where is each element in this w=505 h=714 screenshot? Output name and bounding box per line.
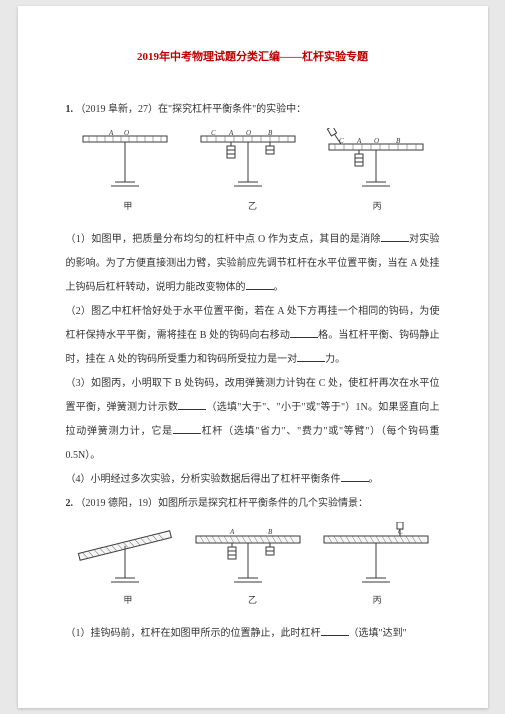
blank [178,401,206,410]
cap-jia2: 甲 [123,590,132,612]
cap-bing: 丙 [373,196,382,218]
fig2-bing: C [316,522,436,588]
q1-source: （2019 阜新，27）在"探究杠杆平衡条件"的实验中： [76,104,307,115]
fig1-yi: C A O B [193,128,303,194]
svg-text:O: O [124,129,129,137]
figure2-row: A B [66,522,440,588]
q1-p2: （2）图乙中杠杆恰好处于水平位置平衡，若在 A 处下方再挂一个相同的钩码，为使杠… [66,300,440,372]
svg-text:A: A [108,129,114,137]
blank [173,425,201,434]
fig1-jia: A O [75,128,175,194]
svg-text:B: B [396,137,401,145]
blank [321,627,349,636]
doc-title: 2019年中考物理试题分类汇编——杠杆实验专题 [66,44,440,70]
cap-yi: 乙 [248,196,257,218]
cap-jia: 甲 [123,196,132,218]
svg-text:B: B [268,129,273,137]
figure2-captions: 甲 乙 丙 [66,590,440,612]
svg-text:A: A [229,528,235,536]
svg-text:O: O [374,137,379,145]
svg-text:C: C [398,528,403,536]
q2-source: （2019 德阳，19）如图所示是探究杠杆平衡条件的几个实验情景： [76,498,369,509]
blank [297,353,325,362]
q1-p1: （1）如图甲，把质量分布均匀的杠杆中点 O 作为支点，其目的是消除对实验的影响。… [66,228,440,300]
blank [341,473,369,482]
q1-number: 1. [66,104,74,115]
q2-p1: （1）挂钩码前，杠杆在如图甲所示的位置静止，此时杠杆（选填"达到" [66,622,440,646]
fig2-jia [70,522,180,588]
fig2-yi: A B [188,522,308,588]
fig1-bing: C A O B [321,128,431,194]
blank [246,281,274,290]
q1-head: 1. （2019 阜新，27）在"探究杠杆平衡条件"的实验中： [66,98,440,122]
blank [290,329,318,338]
q2-head: 2. （2019 德阳，19）如图所示是探究杠杆平衡条件的几个实验情景： [66,492,440,516]
q1-p4: （4）小明经过多次实验，分析实验数据后得出了杠杆平衡条件。 [66,468,440,492]
svg-text:C: C [211,129,216,137]
svg-text:C: C [339,137,344,145]
cap-yi2: 乙 [248,590,257,612]
svg-text:O: O [246,129,251,137]
svg-text:A: A [356,137,362,145]
q2-number: 2. [66,498,74,509]
figure1-row: A O [66,128,440,194]
svg-text:B: B [268,528,273,536]
svg-text:A: A [228,129,234,137]
page: 2019年中考物理试题分类汇编——杠杆实验专题 1. （2019 阜新，27）在… [18,6,488,708]
blank [381,233,409,242]
q1-p3: （3）如图丙，小明取下 B 处钩码，改用弹簧测力计钩在 C 处，使杠杆再次在水平… [66,372,440,468]
figure1-captions: 甲 乙 丙 [66,196,440,218]
cap-bing2: 丙 [373,590,382,612]
